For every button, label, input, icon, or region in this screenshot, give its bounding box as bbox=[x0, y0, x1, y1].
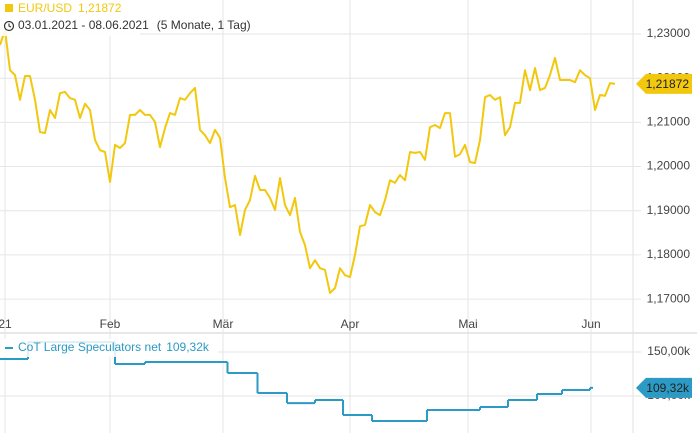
y-tick-label: 1,20000 bbox=[647, 159, 691, 173]
value-badge-label: 1,21872 bbox=[646, 77, 690, 91]
y-tick-label: 1,17000 bbox=[647, 291, 691, 305]
legend-swatch bbox=[5, 4, 13, 12]
x-tick-label: Jun bbox=[581, 317, 600, 331]
value-badge bbox=[636, 73, 692, 94]
legend: CoT Large Speculators net 109,32k bbox=[0, 339, 218, 357]
legend-value: 109,32k bbox=[166, 340, 210, 354]
y-tick-label: 1,18000 bbox=[647, 247, 691, 261]
x-tick-label: Mai bbox=[458, 317, 477, 331]
x-tick-label: Mär bbox=[213, 317, 234, 331]
legend-name: EUR/USD bbox=[18, 1, 72, 15]
legend-name: CoT Large Speculators net bbox=[18, 340, 162, 354]
legend-value: 1,21872 bbox=[78, 1, 122, 15]
date-range: 03.01.2021 - 08.06.2021 (5 Monate, 1 Tag) bbox=[18, 18, 251, 32]
price-line bbox=[0, 29, 616, 294]
x-tick-label: Apr bbox=[341, 317, 360, 331]
date-range-text: 03.01.2021 - 08.06.2021 bbox=[18, 18, 149, 32]
legend-title: CoT Large Speculators net 109,32k bbox=[18, 340, 210, 354]
clock-icon bbox=[3, 20, 15, 32]
legend-bg bbox=[0, 0, 140, 36]
x-tick-label: Feb bbox=[100, 317, 121, 331]
x-tick-label: 21 bbox=[0, 317, 12, 331]
clock-hand bbox=[8, 23, 12, 28]
value-badge bbox=[636, 377, 692, 398]
value-badge-label: 109,32k bbox=[646, 381, 690, 395]
period-text: (5 Monate, 1 Tag) bbox=[157, 18, 251, 32]
legend: EUR/USD 1,21872 03.01.2021 - 08.06.2021 (5 … bbox=[0, 0, 251, 36]
y-tick-label: 150,00k bbox=[647, 344, 691, 358]
legend-bg bbox=[0, 339, 218, 357]
y-tick-label: 1,23000 bbox=[647, 26, 691, 40]
y-tick-label: 1,19000 bbox=[647, 203, 691, 217]
y-tick-label: 1,21000 bbox=[647, 115, 691, 129]
legend-title: EUR/USD 1,21872 bbox=[18, 1, 122, 15]
